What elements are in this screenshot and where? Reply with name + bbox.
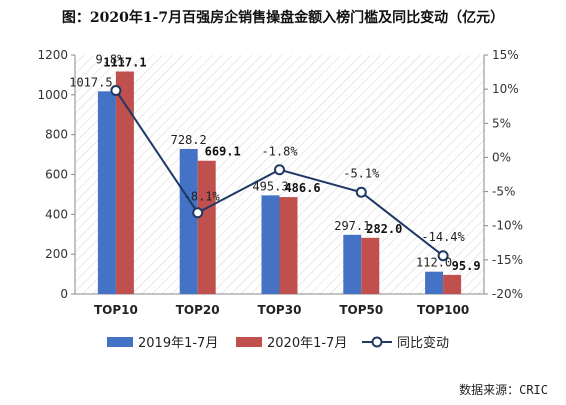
label-2020: 282.0	[366, 222, 402, 236]
bars	[97, 71, 462, 294]
legend-marker	[371, 336, 383, 348]
label-2019: 112.0	[416, 256, 452, 270]
bar-2020	[443, 274, 462, 294]
y-left-tick-label: 1000	[37, 88, 68, 102]
y-right-tick-label: 10%	[492, 82, 519, 96]
label-2019: 728.2	[171, 133, 207, 147]
source-note: 数据来源：CRIC	[459, 382, 548, 397]
label-change: -8.1%	[184, 190, 221, 204]
y-right-tick-label: -5%	[492, 185, 515, 199]
bar-2019	[97, 91, 116, 294]
label-2019: 1017.5	[69, 75, 112, 89]
bar-2020	[115, 71, 134, 294]
chart-title: 图：2020年1-7月百强房企销售操盘金额入榜门槛及同比变动（亿元）	[62, 9, 504, 26]
bar-2019	[425, 271, 444, 294]
category-label: TOP100	[417, 303, 469, 317]
y-right-tick-label: 5%	[492, 116, 511, 130]
category-label: TOP50	[339, 303, 383, 317]
legend-swatch-2020	[236, 337, 262, 347]
label-2020: 95.9	[452, 259, 481, 273]
label-change: -14.4%	[421, 230, 465, 244]
y-right-tick-label: 15%	[492, 48, 519, 62]
y-right-tick-label: 0%	[492, 150, 511, 164]
bar-2019	[261, 195, 280, 294]
change-point	[437, 250, 449, 262]
label-2020: 1117.1	[103, 56, 146, 70]
change-point	[274, 164, 285, 176]
label-change: -5.1%	[343, 166, 380, 180]
y-left-tick-label: 1200	[37, 48, 68, 62]
category-label: TOP30	[258, 303, 302, 317]
legend-label-2020: 2020年1-7月	[267, 336, 347, 351]
label-2020: 486.6	[284, 181, 320, 195]
y-left-tick-label: 400	[45, 207, 68, 221]
label-2019: 495.3	[252, 179, 288, 193]
y-left-tick-label: 200	[45, 247, 68, 261]
label-change: -1.8%	[261, 145, 298, 159]
y-right-tick-label: -10%	[492, 219, 523, 233]
legend: 2019年1-7月 2020年1-7月 同比变动	[107, 335, 449, 351]
y-right-tick-label: -20%	[492, 287, 523, 301]
category-label: TOP20	[176, 303, 220, 317]
label-2020: 669.1	[205, 145, 241, 159]
label-2019: 297.1	[334, 219, 370, 233]
change-line	[110, 85, 449, 262]
bar-2020	[197, 160, 216, 294]
legend-label-change: 同比变动	[397, 335, 449, 351]
y-left-tick-label: 800	[45, 128, 68, 142]
bar-2020	[279, 197, 298, 294]
y-left-tick-label: 600	[45, 168, 68, 182]
y-left-tick-label: 0	[60, 287, 68, 301]
legend-label-2019: 2019年1-7月	[138, 336, 218, 351]
y-right-tick-label: -15%	[492, 253, 523, 267]
bar-2020	[361, 237, 380, 294]
change-point	[110, 85, 122, 97]
change-point	[192, 207, 204, 219]
axes: 0 200 400 600 800 1000 1200 -20% -15% -10% -5% 0% 5%…	[37, 48, 523, 317]
change-point	[355, 186, 367, 198]
bar-2019	[343, 234, 362, 294]
label-change: 9.8%	[95, 53, 125, 67]
category-label: TOP10	[94, 303, 138, 317]
legend-swatch-2019	[107, 337, 133, 347]
bar-2019	[179, 148, 198, 294]
